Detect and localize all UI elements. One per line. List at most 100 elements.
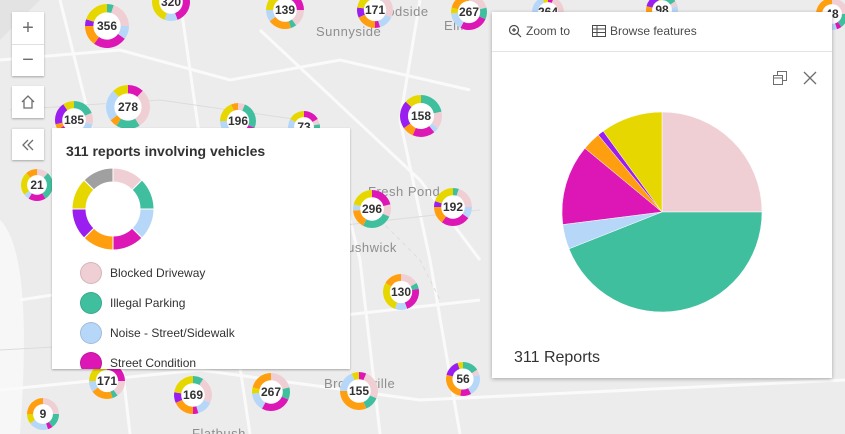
pie-slice[interactable] <box>561 147 663 225</box>
home-icon <box>21 95 35 109</box>
legend-item-label: Illegal Parking <box>110 296 186 310</box>
legend-item-label: Street Condition <box>110 356 197 369</box>
cluster-segment <box>116 118 140 129</box>
cluster-count: 296 <box>361 202 383 216</box>
cluster-segment <box>835 22 842 30</box>
legend-item: Street Condition <box>80 352 196 369</box>
cluster-marker[interactable]: 139 <box>265 0 305 30</box>
cluster-segment <box>463 362 478 374</box>
cluster-segment <box>266 10 276 22</box>
zoom-to-action[interactable]: Zoom to <box>508 24 570 38</box>
cluster-segment <box>43 398 59 414</box>
cluster-segment <box>362 213 390 228</box>
dock-icon <box>773 71 787 85</box>
pie-slice[interactable] <box>602 111 663 213</box>
cluster-marker[interactable]: 278 <box>105 84 151 130</box>
cluster-segment <box>460 388 472 396</box>
cluster-segment <box>85 26 99 44</box>
cluster-segment <box>372 190 391 207</box>
cluster-segment <box>266 0 279 10</box>
cluster-marker[interactable]: 356 <box>84 3 130 49</box>
cluster-count: 21 <box>30 178 44 192</box>
popup-title: 311 Reports <box>514 349 600 366</box>
cluster-segment <box>662 0 676 5</box>
cluster-marker[interactable]: 171 <box>356 0 394 29</box>
home-button[interactable] <box>12 86 44 118</box>
cluster-segment <box>460 16 486 31</box>
cluster-donut <box>383 274 419 310</box>
legend-item: Illegal Parking <box>80 292 185 314</box>
cluster-segment <box>291 10 304 26</box>
cluster-segment <box>92 387 113 399</box>
cluster-marker[interactable]: 296 <box>352 189 392 229</box>
cluster-segment <box>410 283 419 291</box>
cluster-count: 9 <box>39 407 47 421</box>
cluster-segment <box>446 374 462 396</box>
cluster-count: 267 <box>260 385 282 399</box>
cluster-segment <box>46 422 53 430</box>
pie-slice[interactable] <box>661 111 763 213</box>
pie-slice[interactable] <box>568 211 763 313</box>
zoom-in-button[interactable]: + <box>12 12 44 44</box>
cluster-marker[interactable]: 155 <box>339 371 379 411</box>
cluster-marker[interactable]: 169 <box>173 375 213 415</box>
cluster-segment <box>468 374 480 394</box>
cluster-donut <box>252 373 290 411</box>
cluster-segment <box>28 193 46 201</box>
cluster-segment <box>290 111 304 123</box>
cluster-marker[interactable]: 130 <box>382 273 420 311</box>
double-chevron-left-icon <box>22 139 34 150</box>
cluster-segment <box>193 376 204 386</box>
legend-panel: 311 reports involving vehicles Blocked D… <box>52 128 350 369</box>
cluster-marker[interactable]: 320 <box>151 0 191 22</box>
map-place-label: Fresh Pond <box>368 184 441 199</box>
cluster-donut <box>106 85 150 129</box>
cluster-marker[interactable]: 9 <box>26 397 60 431</box>
cluster-segment <box>113 381 125 396</box>
dock-button[interactable] <box>769 67 791 89</box>
cluster-segment <box>382 204 391 217</box>
cluster-segment <box>111 5 129 27</box>
cluster-segment <box>27 398 43 414</box>
cluster-segment <box>281 387 290 400</box>
cluster-segment <box>837 14 845 27</box>
cluster-marker[interactable]: 267 <box>251 372 291 412</box>
cluster-count: 158 <box>410 109 432 123</box>
cluster-segment <box>381 0 393 18</box>
cluster-donut <box>151 0 190 21</box>
browse-features-action[interactable]: Browse features <box>592 24 697 38</box>
cluster-marker[interactable]: 21 <box>20 168 54 202</box>
cluster-segment <box>288 19 297 29</box>
cluster-marker[interactable]: 267 <box>450 0 488 31</box>
cluster-marker[interactable]: 171 <box>88 362 126 400</box>
cluster-segment <box>231 103 238 111</box>
legend-swatch <box>80 322 102 344</box>
collapse-legend-button[interactable] <box>12 128 44 160</box>
cluster-segment <box>431 111 442 129</box>
cluster-segment <box>353 190 372 207</box>
cluster-segment <box>110 390 118 399</box>
cluster-segment <box>135 90 150 126</box>
cluster-count: 171 <box>96 374 118 388</box>
legend-donut-symbol <box>71 167 155 251</box>
close-button[interactable] <box>799 67 821 89</box>
cluster-marker[interactable]: 192 <box>433 187 473 227</box>
cluster-marker[interactable]: 158 <box>399 94 443 138</box>
cluster-segment <box>55 122 64 130</box>
cluster-count: 130 <box>390 285 412 299</box>
cluster-segment <box>196 399 211 414</box>
cluster-marker[interactable]: 56 <box>445 361 481 397</box>
cluster-segment <box>469 0 487 10</box>
legend-swatch <box>80 262 102 284</box>
cluster-donut <box>89 363 125 399</box>
cluster-segment <box>400 101 412 129</box>
cluster-segment <box>479 7 487 20</box>
zoom-out-button[interactable]: − <box>12 44 44 76</box>
cluster-segment <box>312 119 320 126</box>
cluster-segment <box>451 0 469 10</box>
cluster-segment <box>471 369 480 377</box>
browse-features-label: Browse features <box>610 24 697 38</box>
cluster-segment <box>543 0 548 3</box>
cluster-segment <box>252 373 271 390</box>
cluster-segment <box>27 414 35 424</box>
